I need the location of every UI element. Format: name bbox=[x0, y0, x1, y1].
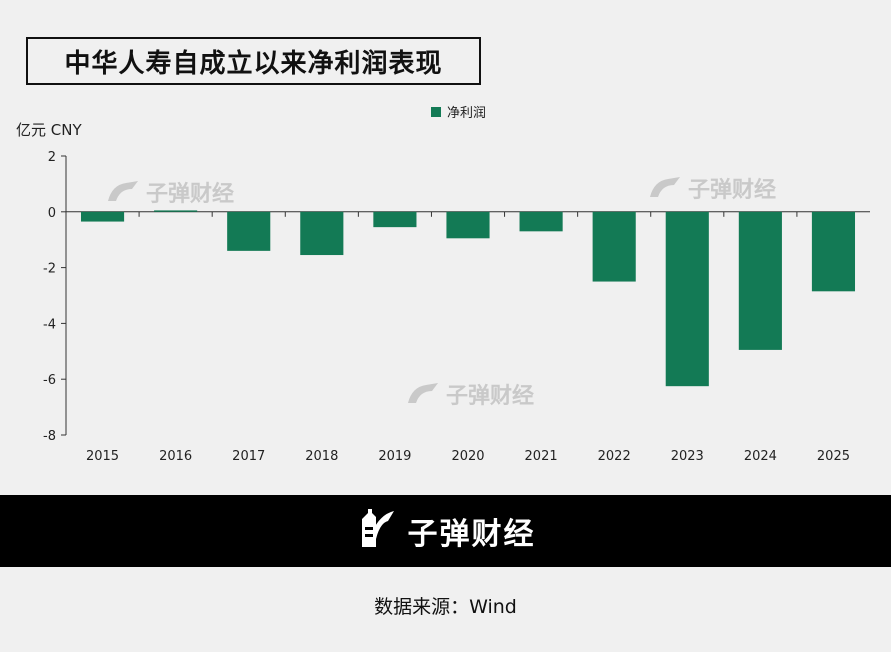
x-tick-label: 2022 bbox=[598, 449, 631, 464]
bar bbox=[665, 211, 709, 387]
x-tick-label: 2025 bbox=[817, 449, 850, 464]
bar bbox=[738, 211, 782, 350]
x-tick-label: 2018 bbox=[305, 449, 338, 464]
x-tick-label: 2023 bbox=[671, 449, 704, 464]
x-tick-label: 2019 bbox=[378, 449, 411, 464]
brand-footer-band: 子弹财经 bbox=[0, 495, 891, 567]
bar-chart: 2 0 -2 -4 -6 -8 亿元 CNY 净利润 2015 2016 2017 2018 2019 2… bbox=[16, 106, 870, 464]
x-tick-label: 2015 bbox=[86, 449, 119, 464]
x-tick-label: 2017 bbox=[232, 449, 265, 464]
x-tick-label: 2021 bbox=[525, 449, 558, 464]
x-tick-label: 2024 bbox=[744, 449, 777, 464]
x-tick-label: 2020 bbox=[451, 449, 484, 464]
bar bbox=[446, 211, 490, 239]
bar bbox=[519, 211, 563, 232]
y-tick-label: -8 bbox=[43, 429, 56, 444]
y-axis-unit-label: 亿元 CNY bbox=[16, 121, 82, 139]
brand-name: 子弹财经 bbox=[407, 517, 536, 552]
bar bbox=[373, 211, 417, 228]
bar bbox=[154, 210, 198, 212]
bar bbox=[80, 211, 125, 222]
y-tick-label: 0 bbox=[48, 206, 56, 221]
y-tick-label: -6 bbox=[43, 373, 56, 388]
y-tick-label: -4 bbox=[43, 317, 56, 332]
legend-label: 净利润 bbox=[447, 106, 486, 121]
y-tick-label: 2 bbox=[48, 150, 56, 165]
bar bbox=[300, 211, 344, 256]
bar bbox=[811, 211, 856, 292]
x-tick-label: 2016 bbox=[159, 449, 192, 464]
bar bbox=[592, 211, 636, 282]
legend-swatch bbox=[431, 107, 441, 117]
bar bbox=[227, 211, 271, 251]
chart-title: 中华人寿自成立以来净利润表现 bbox=[26, 37, 481, 85]
bullet-brand-logo-icon bbox=[356, 507, 396, 555]
data-source: 数据来源：Wind bbox=[374, 596, 517, 618]
y-tick-label: -2 bbox=[43, 262, 56, 277]
